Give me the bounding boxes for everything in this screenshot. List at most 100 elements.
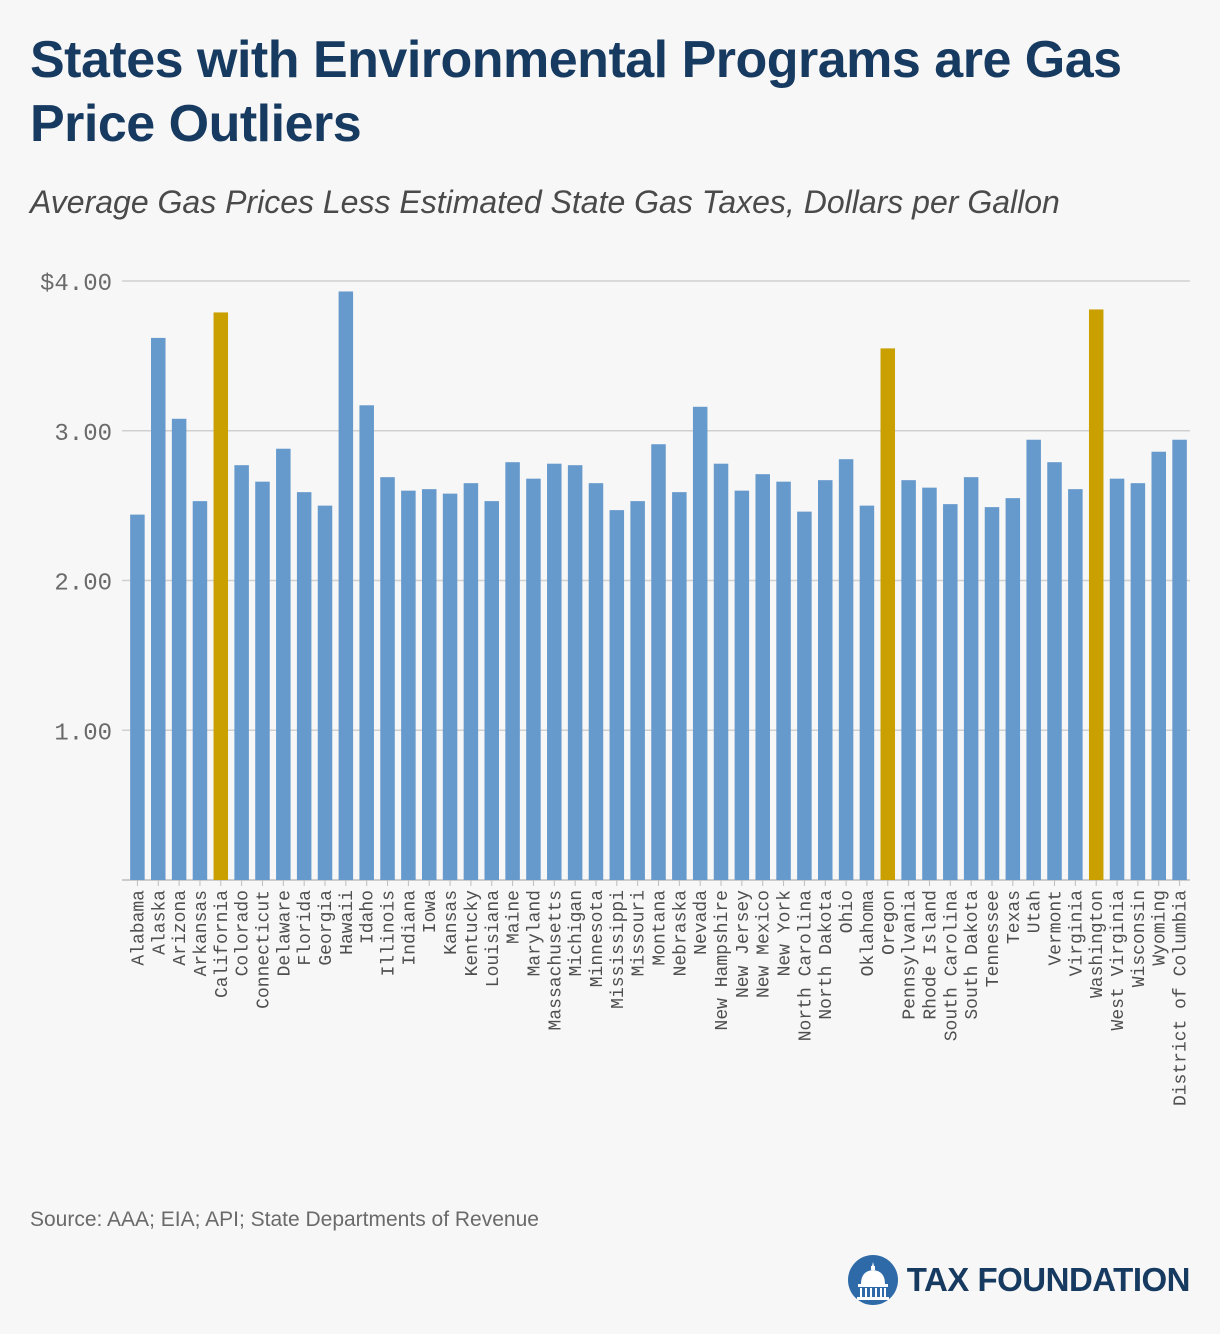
- bar-alaska: [151, 337, 166, 880]
- x-category-label: Connecticut: [254, 890, 274, 1009]
- bar-delaware: [276, 448, 291, 880]
- x-category-label: Washington: [1088, 890, 1108, 998]
- chart-subtitle: Average Gas Prices Less Estimated State …: [30, 184, 1060, 220]
- x-category-label: Montana: [651, 890, 671, 966]
- bar-new-hampshire: [713, 463, 729, 880]
- bar-north-carolina: [797, 511, 812, 880]
- bar-kentucky: [463, 483, 479, 880]
- bar-maine: [505, 462, 520, 880]
- bar-mississippi: [609, 510, 625, 880]
- y-tick-label: $4.00: [40, 271, 112, 298]
- x-category-label: Alaska: [150, 890, 170, 955]
- bar-massachusetts: [547, 463, 562, 880]
- x-category-label: Arkansas: [192, 890, 212, 976]
- tax-foundation-logo: TAX FOUNDATION: [847, 1254, 1191, 1306]
- x-category-label: Minnesota: [588, 890, 608, 987]
- x-category-label: Mississippi: [609, 890, 629, 1009]
- bar-chart: 1.00 2.00 3.00 $4.00 Alabama Alaska Arizona Ar…: [40, 271, 1192, 1106]
- x-category-label: Tennessee: [984, 890, 1004, 987]
- x-category-label: Missouri: [630, 890, 650, 976]
- x-category-label: Arizona: [171, 890, 191, 966]
- x-category-label: Pennsylvania: [901, 890, 921, 1020]
- capitol-dome-icon: [847, 1255, 898, 1305]
- x-category-label: New Jersey: [734, 890, 754, 998]
- bar-wisconsin: [1130, 483, 1146, 880]
- x-category-label: Wyoming: [1151, 890, 1171, 966]
- x-category-label: Georgia: [317, 890, 337, 966]
- x-category-label: Illinois: [380, 890, 400, 976]
- x-category-label: New Mexico: [755, 890, 775, 998]
- bar-south-dakota: [963, 477, 979, 880]
- x-category-label: Alabama: [129, 890, 149, 966]
- x-category-label: Michigan: [567, 890, 587, 976]
- x-category-label: Virginia: [1067, 890, 1087, 977]
- x-category-label: New Hampshire: [713, 890, 733, 1030]
- x-category-label: Nebraska: [671, 890, 691, 977]
- x-category-label: Maryland: [525, 890, 545, 976]
- x-category-label: Louisiana: [484, 890, 504, 987]
- bar-utah: [1026, 439, 1041, 880]
- bar-west-virginia: [1109, 478, 1125, 880]
- category-labels: Alabama Alaska Arizona Arkansas California Co…: [129, 880, 1192, 1106]
- x-category-label: Vermont: [1047, 890, 1067, 966]
- bar-new-jersey: [734, 490, 750, 880]
- x-category-label: Colorado: [234, 890, 254, 976]
- x-category-label: Massachusetts: [546, 890, 566, 1030]
- x-category-label: Idaho: [359, 890, 379, 944]
- x-category-label: Rhode Island: [921, 890, 941, 1020]
- bar-indiana: [401, 490, 416, 880]
- x-category-label: West Virginia: [1109, 890, 1129, 1031]
- bar-missouri: [630, 501, 645, 880]
- x-category-label: Florida: [296, 890, 316, 966]
- bar-virginia: [1068, 489, 1083, 880]
- bar-oklahoma: [859, 505, 875, 881]
- bar-nebraska: [672, 492, 687, 880]
- bar-ohio: [838, 459, 854, 880]
- bar-oregon: [880, 348, 896, 880]
- x-category-label: Iowa: [421, 890, 441, 933]
- x-category-label: Indiana: [400, 890, 420, 966]
- bar-california: [213, 312, 229, 880]
- x-category-label: North Carolina: [796, 890, 816, 1041]
- bar-alabama: [130, 514, 145, 880]
- bar-rhode-island: [922, 487, 937, 880]
- bar-maryland: [526, 478, 541, 880]
- y-tick-label: 1.00: [54, 720, 112, 747]
- x-category-label: Ohio: [838, 890, 858, 933]
- x-category-label: Texas: [1005, 890, 1025, 944]
- y-tick-label: 2.00: [54, 571, 112, 598]
- bar-nevada: [692, 406, 708, 880]
- bar-north-dakota: [818, 480, 833, 880]
- x-category-label: South Dakota: [963, 890, 983, 1020]
- x-category-label: Delaware: [275, 890, 295, 976]
- bars: [130, 291, 1187, 881]
- x-category-label: Oregon: [880, 890, 900, 955]
- x-category-label: Oklahoma: [859, 890, 879, 977]
- source-note: Source: AAA; EIA; API; State Departments…: [30, 1208, 539, 1231]
- bar-minnesota: [588, 483, 604, 880]
- x-category-label: South Carolina: [942, 890, 962, 1041]
- x-category-label: New York: [776, 890, 796, 976]
- bar-iowa: [421, 489, 437, 880]
- bar-kansas: [442, 493, 458, 880]
- x-category-label: Hawaii: [338, 890, 358, 955]
- chart-title: States with Environmental Programs are G…: [30, 31, 1122, 153]
- bar-idaho: [359, 405, 374, 880]
- bar-texas: [1005, 498, 1021, 880]
- bar-michigan: [567, 465, 583, 880]
- bar-florida: [296, 492, 312, 880]
- bar-arkansas: [192, 501, 208, 880]
- bar-vermont: [1047, 462, 1062, 880]
- bar-pennsylvania: [901, 480, 916, 880]
- bar-new-york: [776, 481, 791, 880]
- bar-wyoming: [1151, 451, 1166, 880]
- bar-colorado: [234, 465, 249, 880]
- bar-louisiana: [484, 501, 499, 880]
- bar-connecticut: [255, 481, 270, 880]
- bar-georgia: [317, 505, 333, 881]
- bar-illinois: [380, 477, 395, 880]
- x-category-label: Kentucky: [463, 890, 483, 977]
- y-tick-label: 3.00: [54, 421, 112, 448]
- bar-district-of-columbia: [1172, 439, 1187, 880]
- bar-tennessee: [984, 507, 1000, 880]
